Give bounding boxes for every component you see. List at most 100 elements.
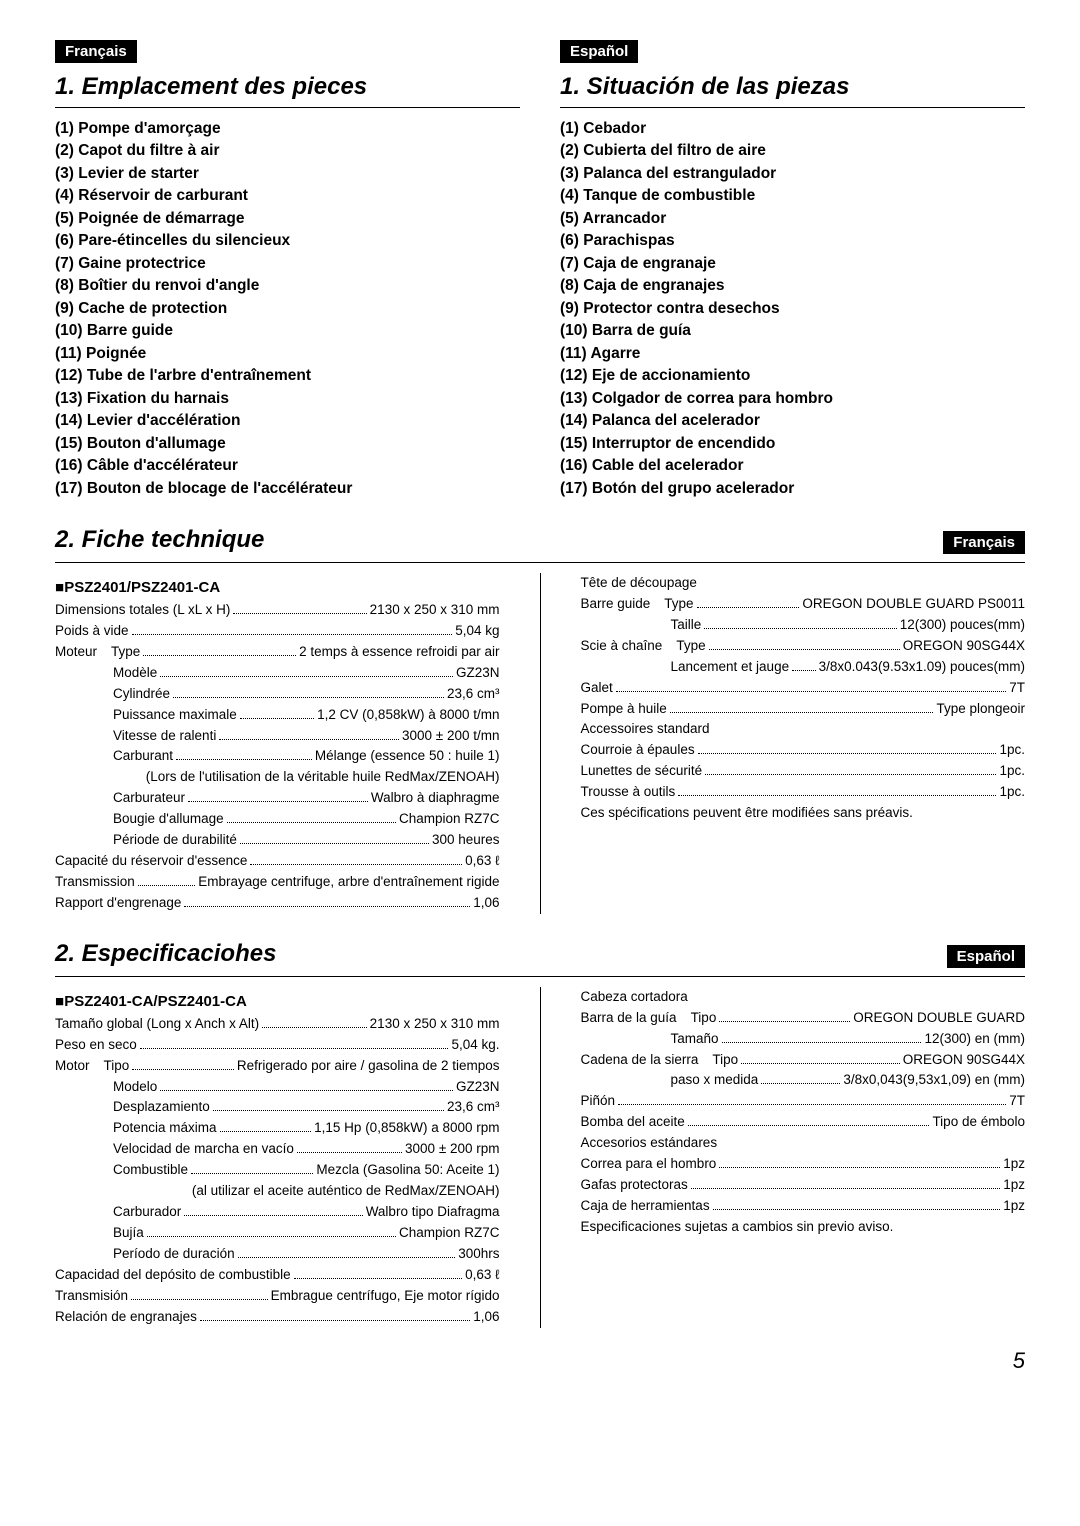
part-item: (5) Poignée de démarrage	[55, 208, 520, 230]
spec-row: Période de durabilité300 heures	[55, 830, 500, 851]
spec-row: Velocidad de marcha en vacío3000 ± 200 r…	[55, 1139, 500, 1160]
part-item: (4) Réservoir de carburant	[55, 185, 520, 207]
part-item: (13) Colgador de correa para hombro	[560, 388, 1025, 410]
spec-row: Vitesse de ralenti3000 ± 200 t/mn	[55, 726, 500, 747]
spec-plain: Accesorios estándares	[581, 1133, 1026, 1154]
spec-row: Potencia máxima1,15 Hp (0,858kW) a 8000 …	[55, 1118, 500, 1139]
badge-fr: Français	[55, 40, 137, 63]
spec-row: Tamaño12(300) en (mm)	[581, 1029, 1026, 1050]
spec-row: Trousse à outils1pc.	[581, 782, 1026, 803]
part-item: (16) Cable del acelerador	[560, 455, 1025, 477]
part-item: (1) Pompe d'amorçage	[55, 118, 520, 140]
spec-row: Poids à vide5,04 kg	[55, 621, 500, 642]
badge-fr-2: Français	[943, 531, 1025, 554]
part-item: (11) Agarre	[560, 343, 1025, 365]
spec-row: Dimensions totales (L xL x H)2130 x 250 …	[55, 600, 500, 621]
badge-es: Español	[560, 40, 638, 63]
spec-head-es-right: Cabeza cortadora	[581, 987, 1026, 1008]
badge-es-2: Español	[947, 945, 1025, 968]
part-item: (12) Tube de l'arbre d'entraînement	[55, 365, 520, 387]
parts-list-es: (1) Cebador(2) Cubierta del filtro de ai…	[560, 118, 1025, 500]
spec-row: Bomba del aceiteTipo de émbolo	[581, 1112, 1026, 1133]
spec-row: Rapport d'engrenage1,06	[55, 893, 500, 914]
part-item: (14) Levier d'accélération	[55, 410, 520, 432]
spec-row: paso x medida3/8x0,043(9,53x1,09) en (mm…	[581, 1070, 1026, 1091]
part-item: (8) Caja de engranajes	[560, 275, 1025, 297]
part-item: (10) Barra de guía	[560, 320, 1025, 342]
page-number: 5	[55, 1348, 1025, 1374]
spec-row: Bougie d'allumageChampion RZ7C	[55, 809, 500, 830]
part-item: (8) Boîtier du renvoi d'angle	[55, 275, 520, 297]
spec-row: Correa para el hombro1pz	[581, 1154, 1026, 1175]
part-item: (3) Palanca del estrangulador	[560, 163, 1025, 185]
spec-row: Galet7T	[581, 678, 1026, 699]
part-item: (2) Capot du filtre à air	[55, 140, 520, 162]
part-item: (5) Arrancador	[560, 208, 1025, 230]
model-es: PSZ2401-CA/PSZ2401-CA	[55, 993, 500, 1010]
title-es-sec2: 2. Especificaciohes	[55, 940, 276, 968]
part-item: (17) Botón del grupo acelerador	[560, 478, 1025, 500]
part-item: (9) Protector contra desechos	[560, 298, 1025, 320]
spec-row: Scie à chaîneTypeOREGON 90SG44X	[581, 636, 1026, 657]
part-item: (13) Fixation du harnais	[55, 388, 520, 410]
part-item: (1) Cebador	[560, 118, 1025, 140]
spec-row: Lancement et jauge3/8x0.043(9.53x1.09) p…	[581, 657, 1026, 678]
spec-row: Desplazamiento23,6 cm³	[55, 1097, 500, 1118]
spec-row: Cadena de la sierraTipoOREGON 90SG44X	[581, 1050, 1026, 1071]
spec-row: CarburateurWalbro à diaphragme	[55, 788, 500, 809]
spec-note: (Lors de l'utilisation de la véritable h…	[55, 767, 500, 788]
spec-row: TransmissionEmbrayage centrifuge, arbre …	[55, 872, 500, 893]
title-fr-sec2: 2. Fiche technique	[55, 526, 264, 554]
part-item: (9) Cache de protection	[55, 298, 520, 320]
spec-row: TransmisiónEmbrague centrífugo, Eje moto…	[55, 1286, 500, 1307]
spec-row: ModeloGZ23N	[55, 1077, 500, 1098]
spec-row: CarburantMélange (essence 50 : huile 1)	[55, 746, 500, 767]
spec-row: Puissance maximale1,2 CV (0,858kW) à 800…	[55, 705, 500, 726]
spec-row: CarburadorWalbro tipo Diafragma	[55, 1202, 500, 1223]
spec-row: Tamaño global (Long x Anch x Alt)2130 x …	[55, 1014, 500, 1035]
part-item: (15) Bouton d'allumage	[55, 433, 520, 455]
spec-row: CombustibleMezcla (Gasolina 50: Aceite 1…	[55, 1160, 500, 1181]
spec-plain: Ces spécifications peuvent être modifiée…	[581, 803, 1026, 824]
spec-row: Pompe à huileType plongeoir	[581, 699, 1026, 720]
part-item: (12) Eje de accionamiento	[560, 365, 1025, 387]
part-item: (3) Levier de starter	[55, 163, 520, 185]
spec-row: MoteurType2 temps à essence refroidi par…	[55, 642, 500, 663]
spec-plain: Especificaciones sujetas a cambios sin p…	[581, 1217, 1026, 1238]
spec-row: Barra de la guíaTipoOREGON DOUBLE GUARD	[581, 1008, 1026, 1029]
part-item: (4) Tanque de combustible	[560, 185, 1025, 207]
spec-row: Courroie à épaules1pc.	[581, 740, 1026, 761]
spec-row: ModèleGZ23N	[55, 663, 500, 684]
part-item: (11) Poignée	[55, 343, 520, 365]
spec-head-fr-right: Tête de découpage	[581, 573, 1026, 594]
part-item: (10) Barre guide	[55, 320, 520, 342]
spec-row: Peso en seco5,04 kg.	[55, 1035, 500, 1056]
part-item: (2) Cubierta del filtro de aire	[560, 140, 1025, 162]
spec-fr: PSZ2401/PSZ2401-CA Dimensions totales (L…	[55, 573, 1025, 914]
part-item: (7) Caja de engranaje	[560, 253, 1025, 275]
parts-list-fr: (1) Pompe d'amorçage(2) Capot du filtre …	[55, 118, 520, 500]
part-item: (6) Pare-étincelles du silencieux	[55, 230, 520, 252]
spec-row: Barre guideTypeOREGON DOUBLE GUARD PS001…	[581, 594, 1026, 615]
spec-row: Cylindrée23,6 cm³	[55, 684, 500, 705]
spec-plain: Accessoires standard	[581, 719, 1026, 740]
spec-row: Capacidad del depósito de combustible0,6…	[55, 1265, 500, 1286]
section-1-parts: Français 1. Emplacement des pieces (1) P…	[55, 40, 1025, 500]
spec-row: Período de duración300hrs	[55, 1244, 500, 1265]
spec-row: Relación de engranajes1,06	[55, 1307, 500, 1328]
spec-row: Gafas protectoras1pz	[581, 1175, 1026, 1196]
spec-row: BujíaChampion RZ7C	[55, 1223, 500, 1244]
part-item: (7) Gaine protectrice	[55, 253, 520, 275]
spec-row: Caja de herramientas1pz	[581, 1196, 1026, 1217]
spec-row: Piñón7T	[581, 1091, 1026, 1112]
part-item: (17) Bouton de blocage de l'accélérateur	[55, 478, 520, 500]
part-item: (6) Parachispas	[560, 230, 1025, 252]
title-es-sec1: 1. Situación de las piezas	[560, 73, 1025, 101]
title-fr-sec1: 1. Emplacement des pieces	[55, 73, 520, 101]
part-item: (14) Palanca del acelerador	[560, 410, 1025, 432]
spec-row: MotorTipoRefrigerado por aire / gasolina…	[55, 1056, 500, 1077]
spec-row: Taille12(300) pouces(mm)	[581, 615, 1026, 636]
spec-row: Lunettes de sécurité1pc.	[581, 761, 1026, 782]
model-fr: PSZ2401/PSZ2401-CA	[55, 579, 500, 596]
spec-row: Capacité du réservoir d'essence0,63 ℓ	[55, 851, 500, 872]
